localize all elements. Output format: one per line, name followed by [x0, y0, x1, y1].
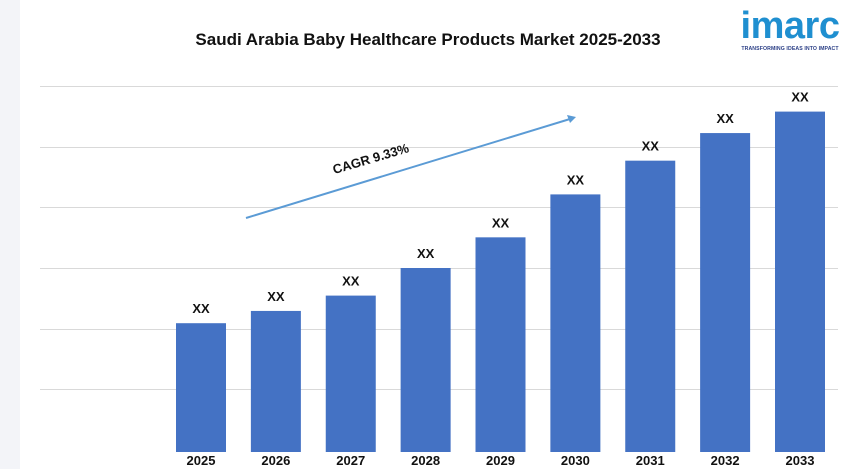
- x-tick-label-2028: 2028: [411, 453, 440, 468]
- logo-wordmark: imarc: [740, 5, 840, 47]
- bar-2027: [325, 295, 376, 452]
- x-tick-label-2029: 2029: [486, 453, 515, 468]
- bar-2029: [475, 237, 526, 452]
- data-label-2030: XX: [567, 172, 585, 187]
- x-tick-label-2030: 2030: [561, 453, 590, 468]
- x-tick-label-2031: 2031: [636, 453, 665, 468]
- bar-2031: [625, 160, 676, 452]
- data-label-2025: XX: [192, 301, 210, 316]
- x-tick-label-2026: 2026: [261, 453, 290, 468]
- x-tick-label-2025: 2025: [187, 453, 216, 468]
- x-axis-ticks: 2025 2026 2027 2028 2029 2030 2031 2032 2033: [187, 453, 815, 468]
- data-label-2029: XX: [492, 215, 510, 230]
- bars: [176, 111, 825, 453]
- logo-tagline: TRANSFORMING IDEAS INTO IMPACT: [741, 46, 839, 52]
- bar-2028: [400, 268, 451, 452]
- cagr-arrowhead: [567, 115, 576, 123]
- data-label-2032: XX: [716, 111, 734, 126]
- data-labels: XX XX XX XX XX XX XX XX XX: [192, 90, 809, 317]
- data-label-2033: XX: [791, 90, 809, 105]
- imarc-logo: imarc TRANSFORMING IDEAS INTO IMPACT: [734, 5, 846, 58]
- data-label-2027: XX: [342, 274, 360, 289]
- left-margin-strip: [0, 0, 20, 469]
- data-label-2031: XX: [642, 139, 660, 154]
- bar-2026: [250, 310, 301, 452]
- x-tick-label-2033: 2033: [786, 453, 815, 468]
- bar-2033: [775, 111, 825, 452]
- bar-2030: [550, 194, 601, 452]
- data-label-2026: XX: [267, 289, 285, 304]
- x-tick-label-2032: 2032: [711, 453, 740, 468]
- cagr-annotation: CAGR 9.33%: [245, 115, 576, 219]
- bar-2032: [700, 133, 751, 453]
- data-label-2028: XX: [417, 246, 435, 261]
- cagr-arrow: [245, 118, 571, 219]
- bar-2025: [176, 323, 226, 452]
- chart-title: Saudi Arabia Baby Healthcare Products Ma…: [195, 30, 661, 49]
- x-tick-label-2027: 2027: [336, 453, 365, 468]
